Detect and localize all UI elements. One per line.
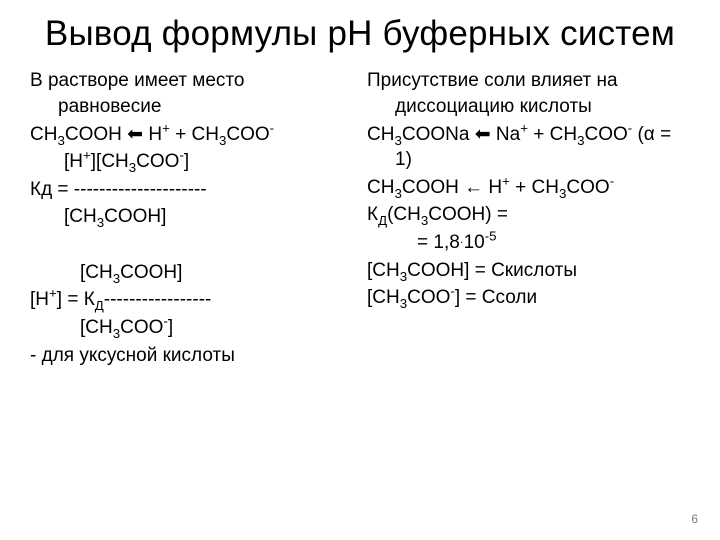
left-line-1: В растворе имеет место равновесие bbox=[30, 68, 353, 119]
left-line-4: Кд = --------------------- bbox=[30, 177, 353, 203]
left-line-5: [CH3COOH] bbox=[30, 204, 353, 230]
left-column: В растворе имеет место равновесие CH3COO… bbox=[30, 68, 353, 370]
content-columns: В растворе имеет место равновесие CH3COO… bbox=[30, 68, 690, 370]
right-line-2: CH3COONa ⬅ Na+ + CH3COO- (α = 1) bbox=[367, 122, 690, 173]
right-column: Присутствие соли влияет на диссоциацию к… bbox=[367, 68, 690, 370]
left-line-2: CH3COOH ⬅ H+ + CH3COO- bbox=[30, 122, 353, 148]
page-number: 6 bbox=[691, 512, 698, 526]
left-line-8: [CH3COO-] bbox=[30, 315, 353, 341]
right-line-7: [CH3COO-] = Cсоли bbox=[367, 285, 690, 311]
right-line-4: КД(CH3COOH) = bbox=[367, 202, 690, 228]
slide: Вывод формулы pH буферных систем В раств… bbox=[0, 0, 720, 540]
left-line-7: [H+] = КД----------------- bbox=[30, 287, 353, 313]
right-line-3: CH3COOH ← Н+ + CH3COO- bbox=[367, 175, 690, 201]
right-line-6: [CH3COOH] = Cкислоты bbox=[367, 258, 690, 284]
right-line-5: = 1,8·10-5 bbox=[367, 230, 690, 256]
slide-title: Вывод формулы pH буферных систем bbox=[30, 14, 690, 54]
right-line-1: Присутствие соли влияет на диссоциацию к… bbox=[367, 68, 690, 119]
left-line-6: [CH3COOH] bbox=[30, 260, 353, 286]
left-line-9: - для уксусной кислоты bbox=[30, 343, 353, 369]
left-line-3: [H+][CH3COO-] bbox=[30, 149, 353, 175]
left-blank bbox=[30, 232, 353, 258]
